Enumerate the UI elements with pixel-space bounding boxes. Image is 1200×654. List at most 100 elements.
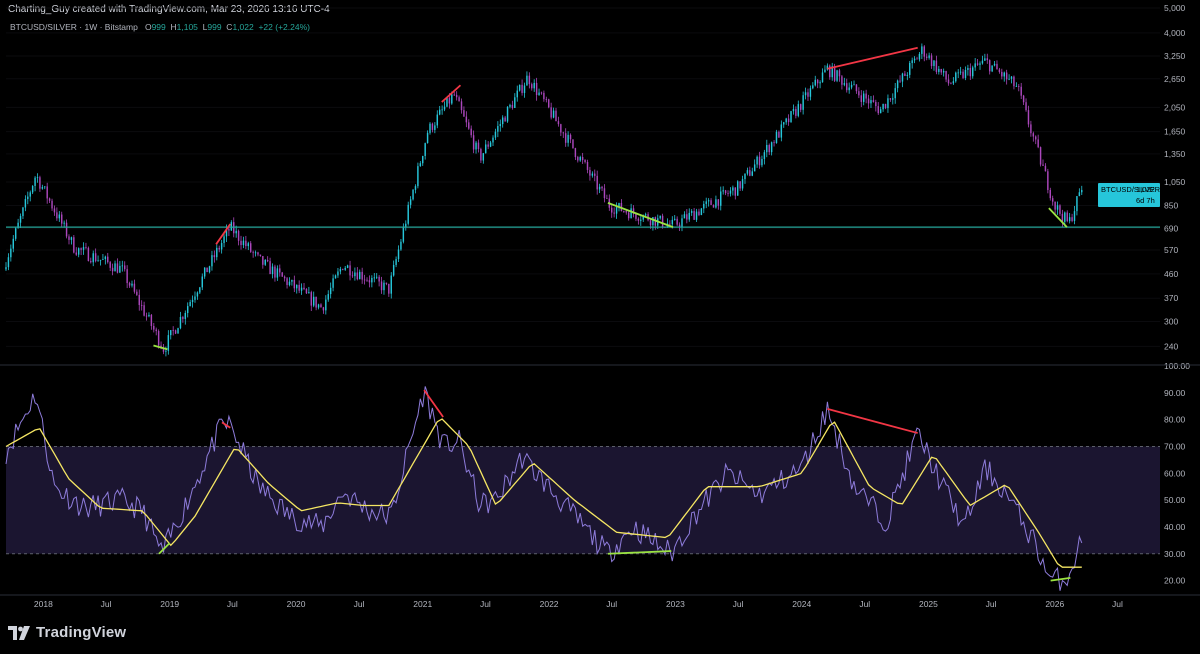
candle-body[interactable] [770, 142, 773, 153]
candle-body[interactable] [431, 123, 434, 130]
candle-body[interactable] [855, 84, 858, 92]
candle-body[interactable] [877, 106, 879, 114]
candle-body[interactable] [637, 218, 640, 221]
candle-body[interactable] [766, 144, 768, 153]
candlestick-series[interactable] [5, 43, 1083, 357]
candle-body[interactable] [698, 211, 700, 216]
candle-body[interactable] [780, 124, 783, 138]
candle-body[interactable] [312, 296, 315, 306]
candle-body[interactable] [121, 265, 124, 267]
candle-body[interactable] [591, 173, 594, 176]
candle-body[interactable] [65, 222, 68, 237]
candle-body[interactable] [170, 330, 172, 336]
candle-body[interactable] [409, 199, 412, 205]
time-tick-label[interactable]: 2018 [34, 599, 53, 609]
candle-body[interactable] [199, 287, 201, 293]
candle-body[interactable] [1068, 217, 1071, 222]
candle-body[interactable] [429, 123, 431, 133]
candle-body[interactable] [5, 267, 7, 270]
candle-body[interactable] [216, 247, 218, 258]
time-tick-label[interactable]: Jul [354, 599, 365, 609]
candle-body[interactable] [494, 131, 497, 138]
candle-body[interactable] [300, 287, 303, 291]
candle-body[interactable] [829, 65, 831, 78]
candle-body[interactable] [843, 83, 846, 85]
time-axis[interactable]: 2018 Jul 2019 Jul 2020 Jul 2021 Jul 2022 Jul 2023 J… [34, 599, 1123, 609]
candle-body[interactable] [385, 282, 388, 284]
candle-body[interactable] [528, 75, 531, 85]
candle-body[interactable] [24, 199, 27, 208]
candle-body[interactable] [27, 196, 29, 200]
candle-body[interactable] [230, 222, 233, 231]
candle-body[interactable] [245, 240, 247, 247]
candle-body[interactable] [63, 222, 65, 224]
candle-body[interactable] [274, 266, 276, 278]
candle-body[interactable] [184, 312, 187, 319]
time-tick-label[interactable]: Jul [1112, 599, 1123, 609]
candle-body[interactable] [531, 84, 533, 89]
candle-body[interactable] [802, 95, 804, 110]
candle-body[interactable] [809, 88, 812, 97]
candle-body[interactable] [514, 97, 516, 108]
time-tick-label[interactable]: 2019 [160, 599, 179, 609]
candle-body[interactable] [518, 84, 521, 91]
candle-body[interactable] [140, 305, 143, 306]
candle-body[interactable] [56, 212, 58, 219]
candle-body[interactable] [981, 60, 984, 64]
candle-body[interactable] [741, 179, 744, 189]
candle-body[interactable] [332, 278, 334, 288]
candle-body[interactable] [899, 80, 901, 82]
candle-body[interactable] [756, 156, 758, 165]
candle-body[interactable] [555, 110, 557, 122]
candle-body[interactable] [826, 65, 829, 70]
candle-body[interactable] [722, 190, 724, 192]
time-tick-label[interactable]: Jul [101, 599, 112, 609]
candle-body[interactable] [792, 109, 795, 112]
candle-body[interactable] [351, 275, 354, 277]
candle-body[interactable] [693, 211, 695, 220]
candle-body[interactable] [203, 267, 206, 277]
candle-body[interactable] [846, 83, 848, 91]
candle-body[interactable] [291, 279, 293, 282]
candle-body[interactable] [751, 171, 753, 176]
candle-body[interactable] [904, 73, 906, 76]
candle-body[interactable] [48, 198, 51, 201]
rsi-line[interactable] [5, 386, 1083, 591]
candle-body[interactable] [320, 304, 322, 308]
candle-body[interactable] [700, 208, 703, 216]
candle-body[interactable] [976, 63, 979, 65]
candle-body[interactable] [889, 98, 892, 100]
candle-body[interactable] [727, 193, 729, 194]
candle-body[interactable] [41, 187, 44, 189]
time-tick-label[interactable]: 2025 [919, 599, 938, 609]
candle-body[interactable] [807, 92, 809, 97]
candle-body[interactable] [848, 87, 850, 91]
candle-body[interactable] [974, 63, 976, 68]
candle-body[interactable] [482, 153, 485, 161]
candle-body[interactable] [683, 214, 686, 219]
candle-body[interactable] [1051, 198, 1054, 202]
candle-body[interactable] [373, 277, 376, 279]
candle-body[interactable] [613, 212, 615, 214]
candle-body[interactable] [402, 227, 405, 242]
candle-body[interactable] [884, 103, 887, 109]
candle-body[interactable] [816, 79, 819, 84]
candle-body[interactable] [734, 187, 737, 196]
candle-body[interactable] [201, 276, 203, 288]
candle-body[interactable] [424, 143, 426, 157]
candle-body[interactable] [177, 328, 179, 334]
candle-body[interactable] [252, 251, 254, 253]
candle-body[interactable] [90, 261, 92, 263]
candle-body[interactable] [749, 170, 751, 176]
candle-body[interactable] [955, 72, 957, 82]
candle-body[interactable] [850, 84, 853, 88]
candle-body[interactable] [972, 67, 974, 77]
time-tick-label[interactable]: Jul [986, 599, 997, 609]
candle-body[interactable] [1054, 201, 1056, 210]
candle-body[interactable] [795, 109, 797, 116]
candle-body[interactable] [150, 314, 153, 327]
candle-body[interactable] [1005, 72, 1008, 80]
candle-body[interactable] [986, 58, 989, 61]
candle-body[interactable] [322, 307, 325, 311]
candle-body[interactable] [136, 291, 138, 295]
